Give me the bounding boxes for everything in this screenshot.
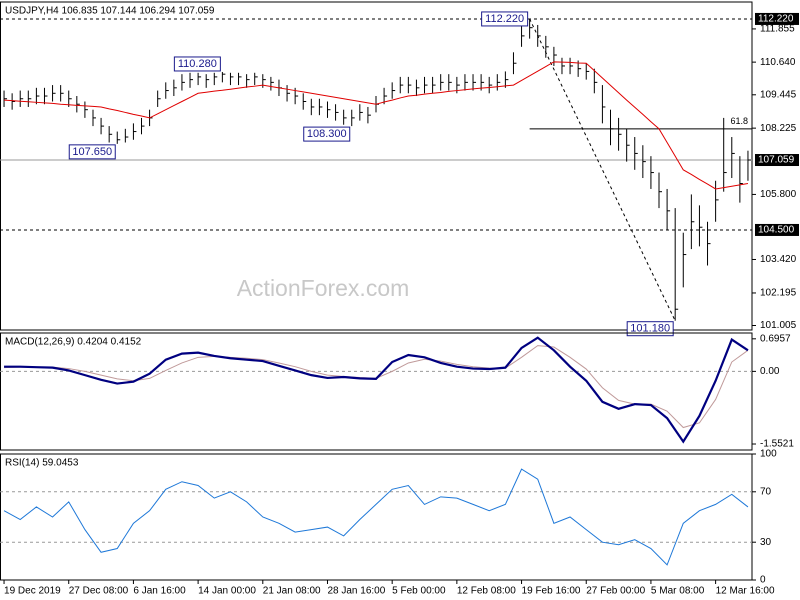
y-tick-label: 30 [760,537,772,548]
panel-frame [0,332,753,451]
y-tick-label: 0.00 [760,366,780,377]
indicator-line [4,336,749,444]
level-label-box [755,154,799,167]
x-tick-label: 19 Dec 2019 [4,586,61,597]
level-label-box [755,12,799,25]
y-tick-label: 101.005 [760,320,797,331]
swing-label-box [173,56,221,72]
y-tick-label: -1.5521 [760,439,794,450]
x-tick-label: 21 Jan 08:00 [263,586,321,597]
swing-label-box [68,144,116,160]
y-tick-label: 105.800 [760,189,797,200]
y-tick-label: 110.640 [760,57,796,68]
y-tick-label: 100 [760,449,777,460]
y-tick-label: 0.6957 [760,333,791,344]
x-tick-label: 28 Jan 16:00 [327,586,385,597]
level-label: 112.220 [758,14,794,25]
y-tick-label: 111.855 [760,24,795,35]
moving-average [4,61,749,190]
panel-title: USDJPY,H4 106.835 107.144 106.294 107.05… [5,6,215,17]
y-tick-label: 70 [760,486,772,497]
fib-label: 61.8 [730,116,748,126]
x-tick-label: 5 Mar 08:00 [651,586,705,597]
y-tick-label: 109.445 [760,89,797,100]
swing-label: 110.280 [178,58,217,70]
swing-label: 108.300 [307,128,347,140]
swing-label-box [303,126,351,142]
swing-label: 101.180 [630,323,670,335]
y-tick-label: 0 [760,575,766,586]
y-tick-label: 103.420 [760,254,797,265]
y-tick-label: 102.195 [760,288,797,299]
swing-label-box [626,321,674,337]
swing-label-box [481,11,529,27]
level-label: 107.059 [758,155,795,166]
level-label-box [755,223,799,236]
trend-line [529,18,676,321]
x-tick-label: 27 Feb 00:00 [586,586,645,597]
panel-frame [0,453,753,581]
x-tick-label: 14 Jan 00:00 [198,586,256,597]
watermark: ActionForex.com [237,275,410,301]
x-tick-label: 12 Mar 16:00 [716,586,775,597]
swing-label: 112.220 [485,13,524,25]
x-tick-label: 27 Dec 08:00 [69,586,129,597]
x-tick-label: 5 Feb 00:00 [392,586,446,597]
x-tick-label: 12 Feb 08:00 [457,586,516,597]
x-tick-label: 19 Feb 16:00 [522,586,581,597]
panel-frame [0,1,753,331]
level-label: 104.500 [758,225,795,236]
indicator-line [3,468,749,566]
x-tick-label: 6 Jan 16:00 [133,586,186,597]
swing-label: 107.650 [72,146,112,158]
y-tick-label: 108.225 [760,123,797,134]
panel-title: MACD(12,26,9) 0.4204 0.4152 [5,337,142,348]
panel-title: RSI(14) 59.0453 [5,458,79,469]
